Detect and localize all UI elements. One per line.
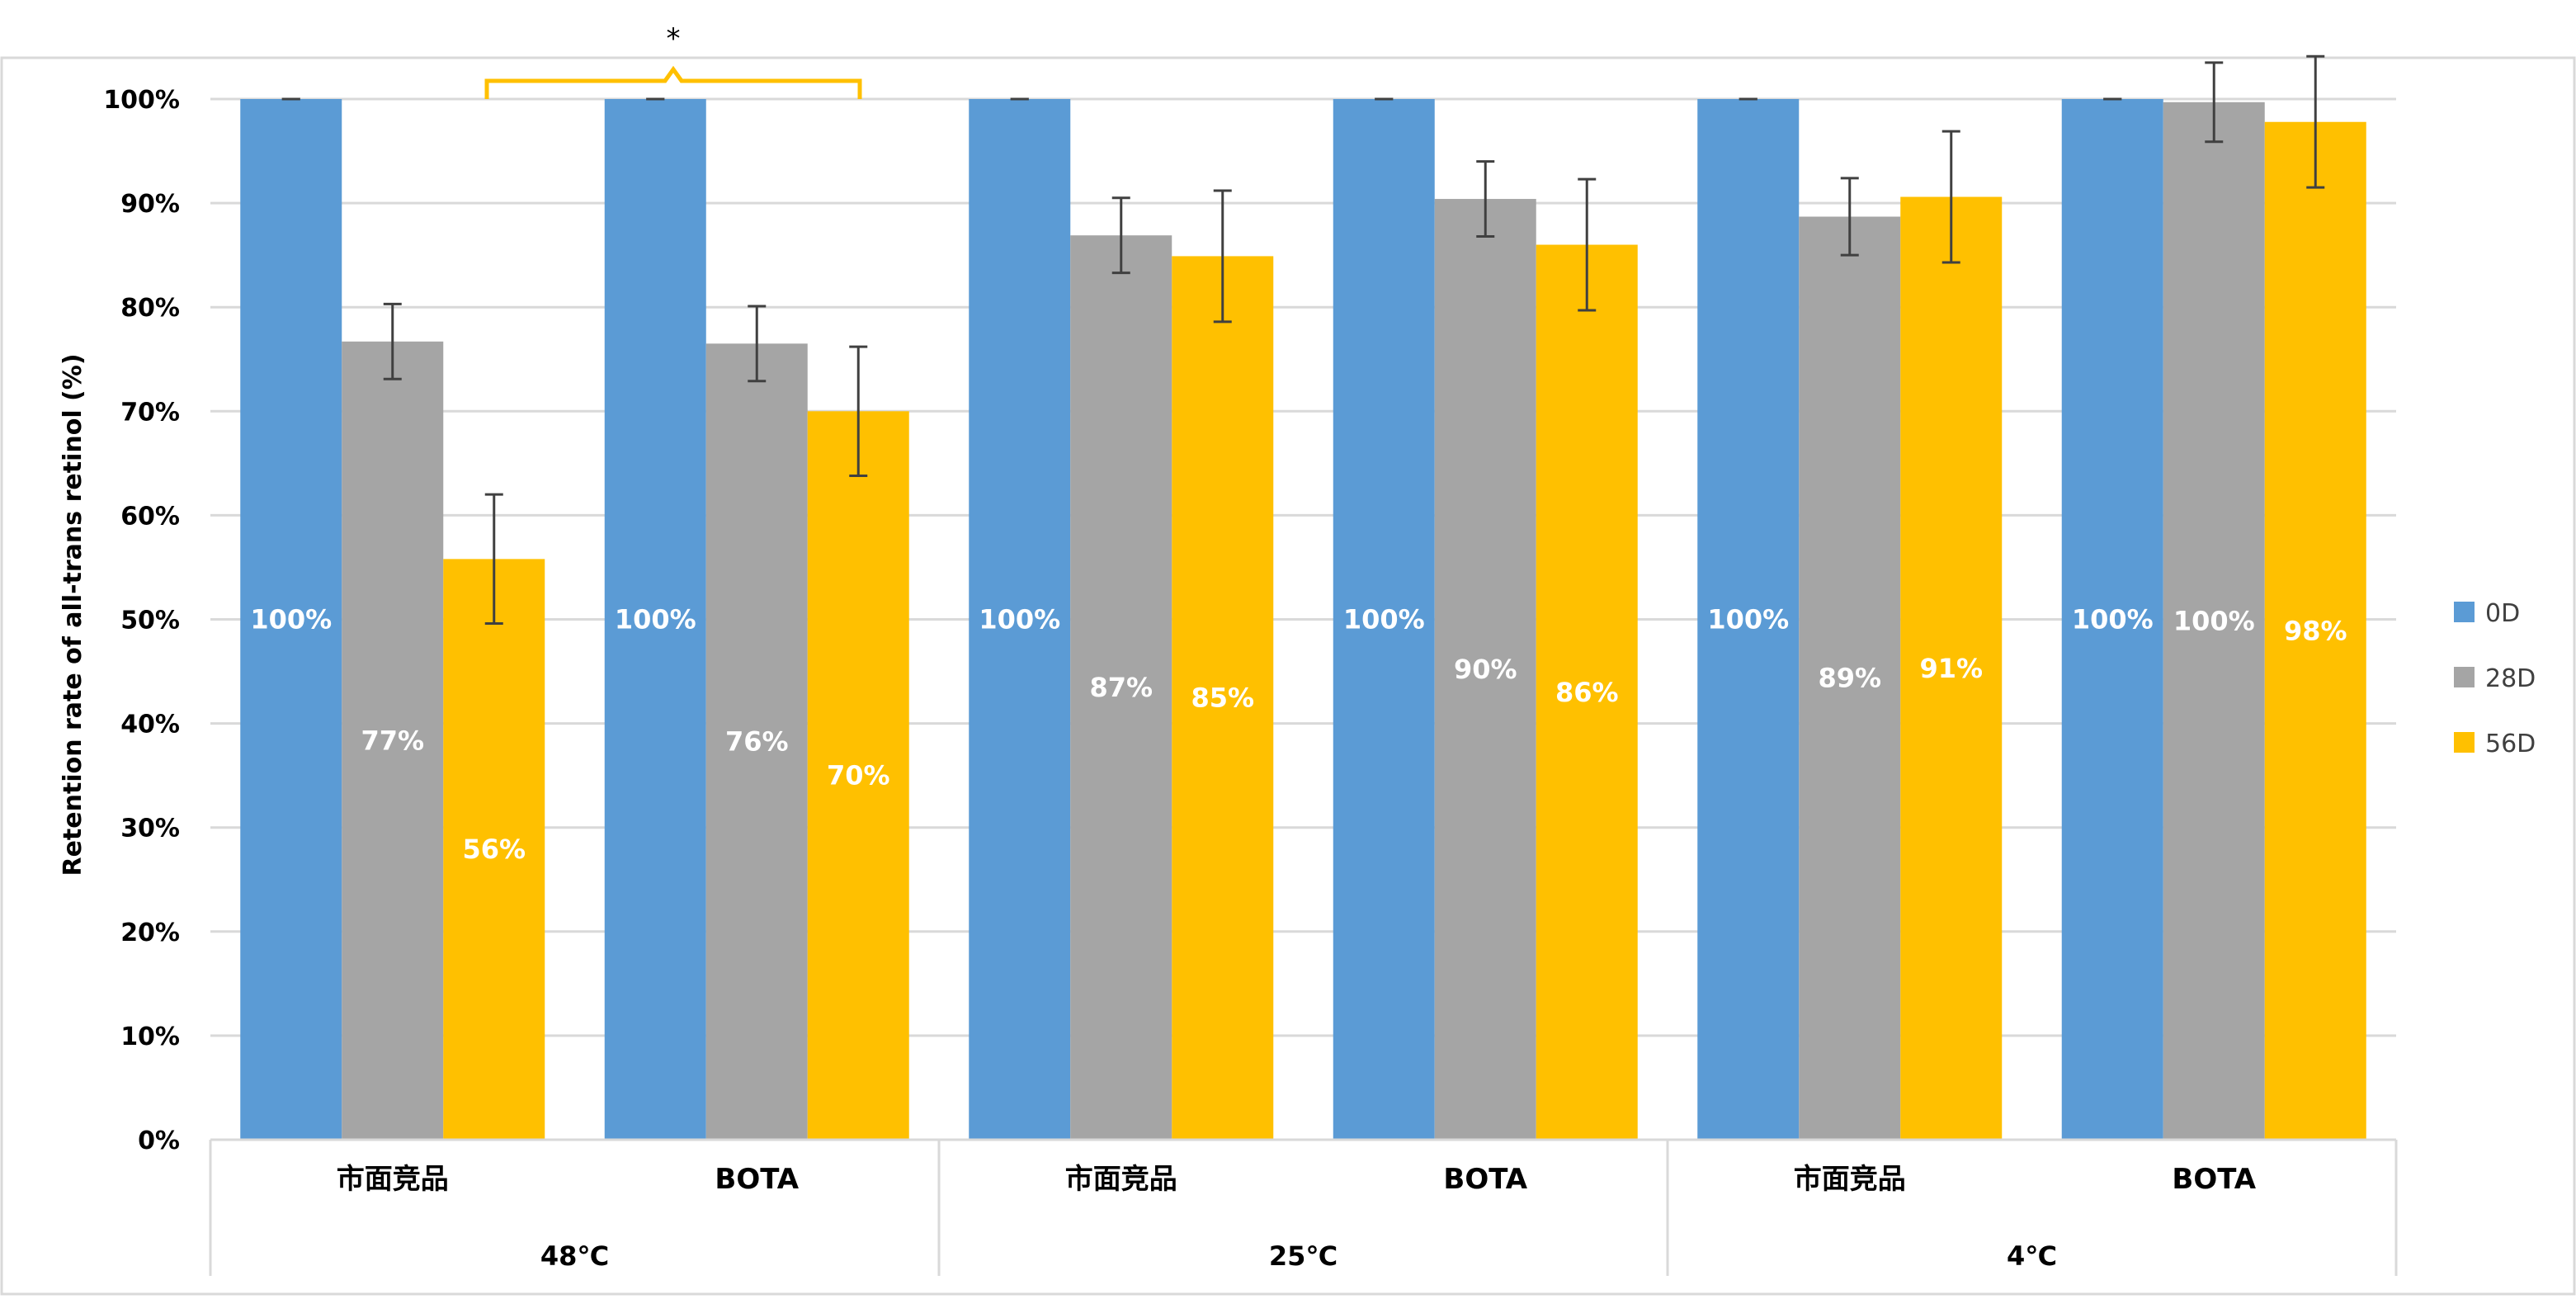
data-label: 56% — [462, 834, 526, 865]
bar-28D-5 — [2163, 102, 2265, 1141]
y-tick-label: 50% — [120, 607, 180, 635]
y-tick-label: 20% — [120, 919, 180, 947]
y-tick-label: 90% — [120, 190, 180, 219]
data-label: 87% — [1089, 672, 1153, 703]
bar-56D-3 — [1536, 244, 1638, 1140]
bar-0D-1 — [604, 99, 706, 1140]
y-axis-ticks: 0% 10% 20% 30% 40% 50% 60% 70% 80% 90% 100% — [103, 86, 180, 1155]
x-category-label: BOTA — [1443, 1163, 1527, 1196]
data-label: 100% — [2072, 604, 2154, 635]
data-label: 91% — [1919, 653, 1983, 684]
legend-label: 28D — [2485, 664, 2536, 693]
bar-56D-4 — [1900, 196, 2003, 1141]
x-group-label: 25℃ — [1269, 1240, 1338, 1272]
y-tick-label: 30% — [120, 815, 180, 843]
y-tick-label: 100% — [103, 86, 180, 115]
data-label: 98% — [2284, 615, 2347, 646]
bar-28D-3 — [1434, 199, 1536, 1140]
legend-swatch-56D — [2454, 732, 2475, 753]
bar-56D-0 — [443, 559, 545, 1140]
data-label: 100% — [979, 604, 1060, 635]
bar-28D-4 — [1799, 216, 1901, 1140]
y-axis-label: Retention rate of all-trans retinol (%) — [59, 353, 87, 876]
bar-28D-2 — [1070, 235, 1172, 1140]
data-label: 100% — [2173, 605, 2255, 636]
legend-label: 0D — [2485, 599, 2520, 628]
bar-0D-2 — [969, 99, 1071, 1140]
data-label: 100% — [1707, 604, 1789, 635]
data-label: 86% — [1555, 677, 1619, 708]
data-label: 70% — [827, 760, 890, 791]
data-label: 89% — [1818, 663, 1881, 694]
bar-56D-5 — [2264, 121, 2366, 1141]
error-bars — [281, 54, 2325, 626]
data-label: 90% — [1454, 654, 1517, 685]
y-tick-label: 70% — [120, 398, 180, 427]
bar-0D-4 — [1697, 99, 1800, 1140]
legend: 0D 28D 56D — [2454, 599, 2536, 758]
annotations: * — [484, 22, 862, 99]
x-category-label: 市面竞品 — [1065, 1163, 1177, 1196]
data-label: 85% — [1191, 683, 1254, 714]
bar-0D-0 — [240, 99, 342, 1140]
data-label: 100% — [250, 604, 332, 635]
y-tick-label: 60% — [120, 502, 180, 531]
data-labels: 100% 100% 100% 100% 100% 100% 77% 76% 87% 90% 89% 1… — [250, 604, 2347, 866]
legend-swatch-28D — [2454, 667, 2475, 687]
x-axis: 市面竞品 BOTA 48℃ 市面竞品 BOTA 25℃ 市面竞品 BOTA 4℃ — [209, 1138, 2398, 1276]
bars — [240, 99, 2366, 1141]
x-category-label: BOTA — [2172, 1163, 2256, 1196]
x-category-label: 市面竞品 — [337, 1163, 449, 1196]
data-label: 76% — [725, 726, 789, 758]
bar-56D-1 — [807, 411, 909, 1140]
y-tick-label: 10% — [120, 1023, 180, 1051]
significance-bracket — [484, 65, 862, 99]
y-tick-label: 80% — [120, 294, 180, 323]
legend-label: 56D — [2485, 730, 2536, 758]
data-label: 77% — [361, 725, 424, 756]
x-group-label: 4℃ — [2007, 1240, 2057, 1272]
x-group-label: 48℃ — [540, 1240, 609, 1272]
x-category-label: 市面竞品 — [1794, 1163, 1906, 1196]
bar-0D-3 — [1333, 99, 1435, 1140]
y-tick-label: 0% — [138, 1127, 180, 1155]
bar-0D-5 — [2061, 99, 2163, 1140]
bar-28D-1 — [705, 343, 808, 1141]
y-tick-label: 40% — [120, 711, 180, 739]
legend-swatch-0D — [2454, 602, 2475, 622]
significance-marker: * — [667, 22, 681, 55]
data-label: 100% — [615, 604, 696, 635]
data-label: 100% — [1343, 604, 1425, 635]
bar-56D-2 — [1172, 256, 1274, 1140]
x-category-label: BOTA — [715, 1163, 799, 1196]
bar-28D-0 — [342, 341, 444, 1140]
